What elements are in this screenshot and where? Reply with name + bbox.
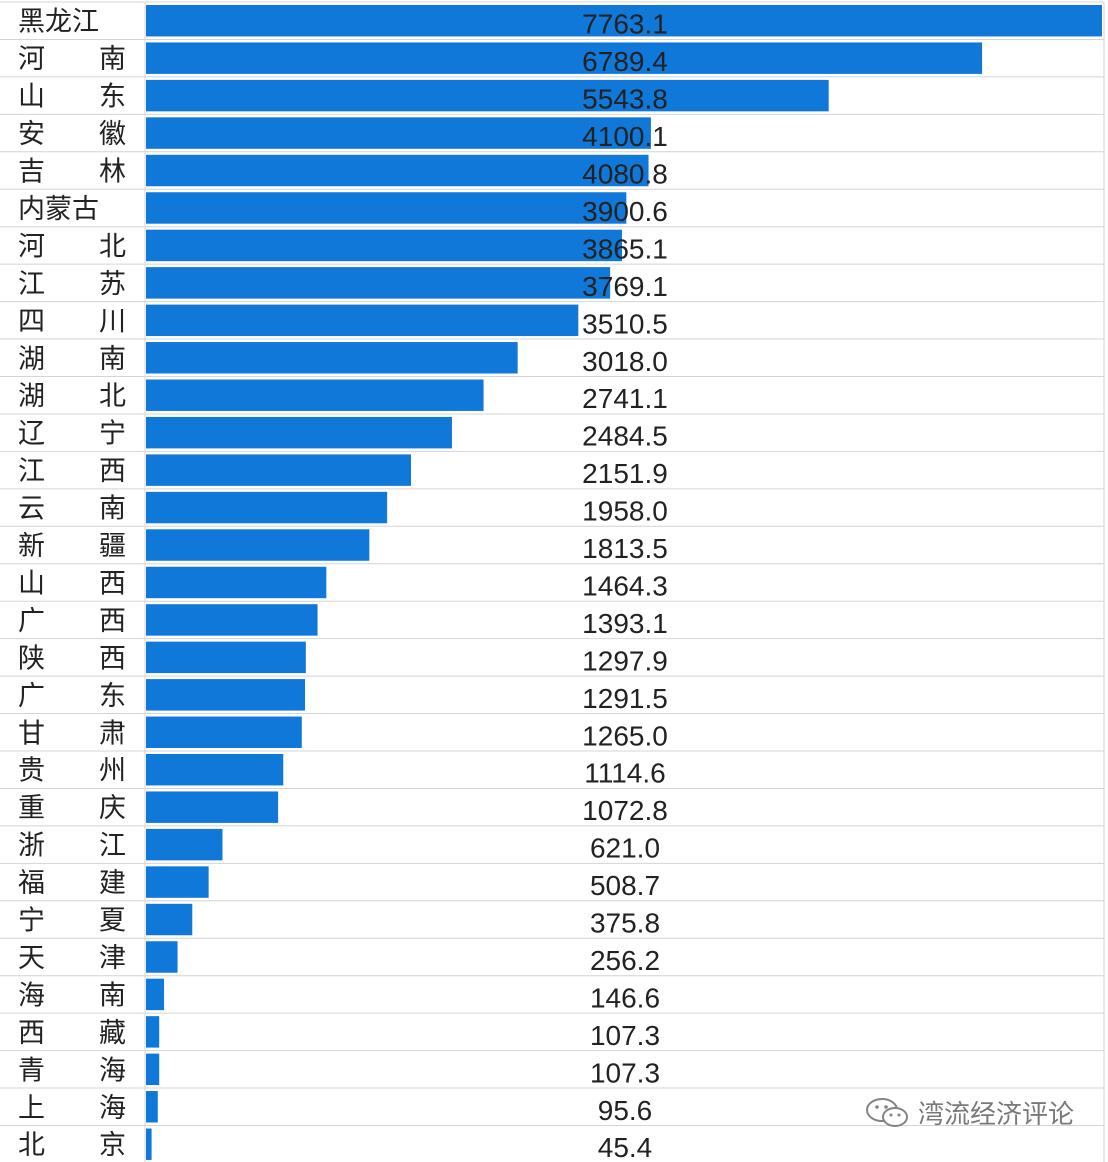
watermark-text: 湾流经济评论 (917, 1100, 1074, 1130)
data-label: 2484.5 (582, 421, 668, 452)
bar (146, 154, 649, 187)
bar (146, 192, 627, 224)
category-label: 青 海 (18, 1055, 126, 1086)
bar (146, 5, 1102, 37)
bar (146, 79, 829, 112)
category-label: 广 东 (18, 681, 126, 712)
bar (146, 304, 579, 337)
category-label: 江 西 (18, 456, 126, 487)
bar (146, 416, 452, 449)
data-label: 3900.6 (582, 196, 668, 227)
bar (146, 679, 306, 711)
bar (146, 491, 388, 524)
data-label: 146.6 (590, 982, 660, 1013)
bar (146, 604, 318, 636)
category-label: 湖 南 (18, 344, 126, 375)
category-label: 天 津 (18, 943, 126, 974)
data-label: 3510.5 (582, 308, 668, 339)
category-label: 甘 肃 (18, 718, 126, 749)
category-label: 海 南 (18, 980, 126, 1011)
data-label: 45.4 (598, 1132, 653, 1162)
bar (146, 117, 651, 149)
data-label: 4100.1 (582, 121, 668, 152)
bar (146, 229, 622, 262)
data-label: 2741.1 (582, 383, 668, 414)
bar (146, 1128, 152, 1160)
category-label: 辽 宁 (18, 419, 126, 450)
bar (146, 1091, 158, 1123)
category-label: 山 西 (18, 568, 126, 599)
category-label: 贵 州 (18, 756, 126, 787)
bar (146, 566, 327, 599)
category-label: 浙 江 (18, 831, 126, 862)
watermark: 湾流经济评论 (864, 1094, 1074, 1131)
data-label: 3865.1 (582, 233, 668, 264)
bar (146, 978, 165, 1011)
data-label: 1265.0 (582, 720, 668, 751)
bar (146, 866, 209, 898)
data-label: 107.3 (590, 1020, 660, 1051)
bar (146, 342, 518, 374)
bar (146, 454, 411, 486)
category-label: 内蒙古 (18, 194, 99, 225)
data-label: 1464.3 (582, 570, 668, 601)
bar (146, 1053, 160, 1086)
bar (146, 42, 983, 74)
data-label: 1813.5 (582, 533, 668, 564)
category-label: 安 徽 (18, 119, 126, 150)
category-label: 福 建 (18, 868, 126, 899)
data-label: 256.2 (590, 945, 660, 976)
category-label: 湖 北 (18, 381, 126, 412)
category-label: 上 海 (18, 1093, 126, 1124)
data-label: 95.6 (598, 1095, 653, 1126)
bar (146, 379, 484, 411)
data-label: 4080.8 (582, 159, 668, 190)
data-label: 621.0 (590, 833, 660, 864)
data-label: 1072.8 (582, 795, 668, 826)
data-label: 107.3 (590, 1057, 660, 1088)
wechat-icon (865, 1097, 908, 1127)
category-label: 黑龙江 (18, 7, 99, 38)
data-label: 3018.0 (582, 346, 668, 377)
category-label: 北 京 (18, 1130, 126, 1161)
category-label: 江 苏 (18, 269, 126, 300)
category-label: 宁 夏 (18, 906, 126, 937)
bar (146, 941, 178, 973)
bar (146, 791, 279, 823)
data-label: 5543.8 (582, 84, 668, 115)
data-label: 1958.0 (582, 496, 668, 527)
data-label: 3769.1 (582, 271, 668, 302)
data-label: 6789.4 (582, 46, 668, 77)
bar (146, 1016, 160, 1048)
bar (146, 267, 611, 299)
data-label: 1393.1 (582, 608, 668, 639)
bar (146, 529, 370, 561)
category-label: 广 西 (18, 606, 126, 637)
bar (146, 828, 223, 861)
category-label: 山 东 (18, 82, 126, 113)
category-label: 吉 林 (18, 157, 126, 188)
data-label: 1291.5 (582, 683, 668, 714)
category-label: 河 北 (18, 231, 126, 262)
data-label: 375.8 (590, 908, 660, 939)
bar (146, 641, 306, 674)
category-label: 重 庆 (18, 793, 126, 824)
category-label: 四 川 (18, 306, 126, 337)
data-label: 7763.1 (582, 9, 668, 40)
data-label: 1114.6 (584, 758, 665, 789)
category-label: 云 南 (18, 494, 126, 525)
category-label: 西 藏 (18, 1018, 126, 1049)
category-label: 陕 西 (18, 643, 126, 674)
bar (146, 903, 193, 936)
data-label: 508.7 (590, 870, 660, 901)
category-label: 新 疆 (18, 531, 126, 562)
data-label: 2151.9 (582, 458, 668, 489)
category-label: 河 南 (18, 44, 126, 75)
bar (146, 716, 302, 748)
bar (146, 754, 284, 786)
data-label: 1297.9 (582, 645, 668, 676)
